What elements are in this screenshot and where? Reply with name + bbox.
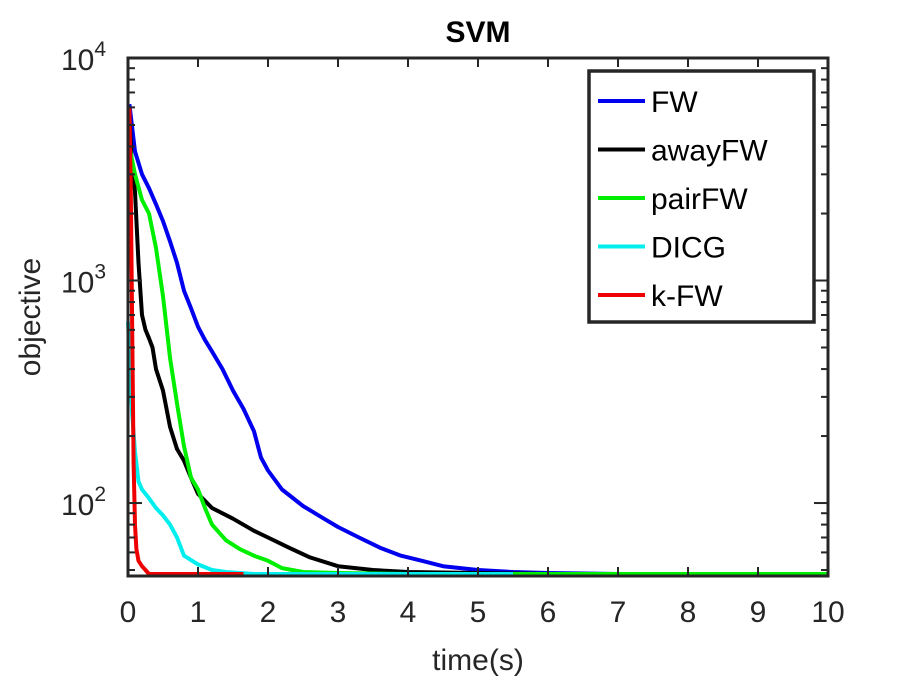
chart-title: SVM [445,16,510,49]
x-tick-label: 6 [540,596,557,629]
x-tick-label: 2 [260,596,277,629]
y-tick-label: 104 [61,38,106,77]
axes: 0 1 2 3 4 5 6 7 8 9 10 102 103 104 [61,38,845,629]
legend: FW awayFW pairFW DICG k-FW [587,69,816,324]
x-tick-label: 0 [120,596,137,629]
y-tick-label: 103 [61,261,106,300]
y-axis-label: objective [14,258,47,376]
x-axis-label: time(s) [432,644,524,677]
x-tick-label: 1 [190,596,207,629]
legend-label-awayfw: awayFW [651,135,768,168]
x-tick-label: 8 [680,596,697,629]
x-tick-label: 7 [610,596,627,629]
series-line-dicg [126,322,513,576]
x-tick-label: 3 [330,596,347,629]
legend-label-dicg: DICG [651,232,726,265]
x-tick-label: 4 [400,596,417,629]
series-line-fw [127,103,828,576]
legend-label-pairfw: pairFW [651,183,748,216]
legend-label-k-fw: k-FW [651,280,723,313]
y-tick-label: 102 [61,483,106,522]
x-tick-label: 5 [470,596,487,629]
x-tick-label: 9 [750,596,767,629]
x-tick-label: 10 [811,596,844,629]
legend-label-fw: FW [651,86,698,119]
